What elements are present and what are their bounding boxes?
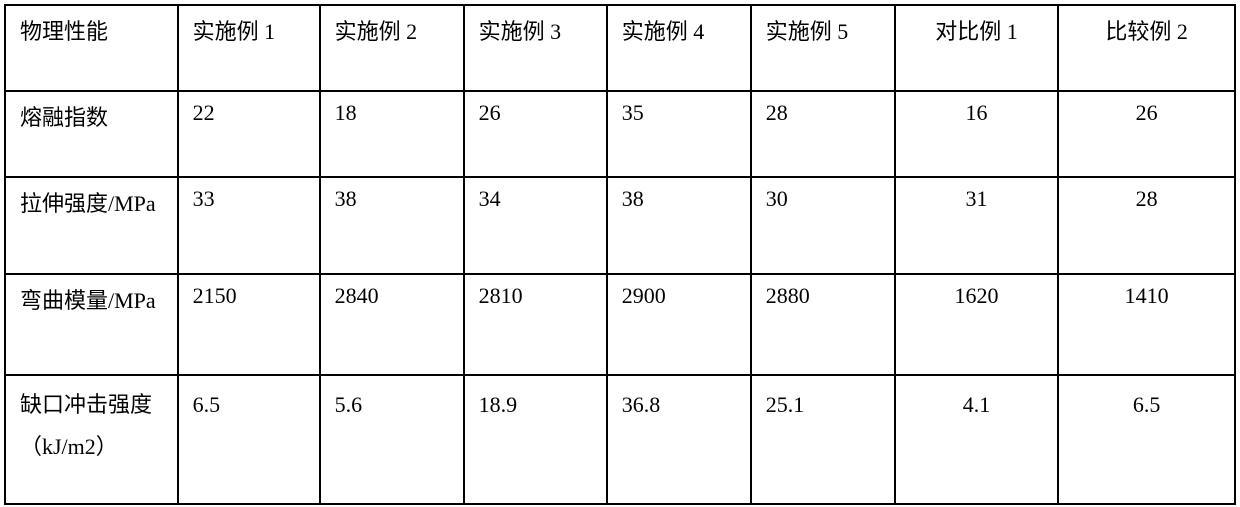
header-cell-ex4: 实施例 4 xyxy=(607,5,751,91)
table-row: 弯曲模量/MPa 2150 2840 2810 2900 2880 1620 1… xyxy=(5,274,1235,375)
cell-value: 35 xyxy=(607,91,751,177)
header-cell-ex1: 实施例 1 xyxy=(178,5,320,91)
header-cell-comp2: 比较例 2 xyxy=(1058,5,1235,91)
cell-property: 缺口冲击强度（kJ/m2） xyxy=(5,375,178,504)
cell-value: 6.5 xyxy=(1058,375,1235,504)
cell-property: 弯曲模量/MPa xyxy=(5,274,178,375)
cell-value: 26 xyxy=(1058,91,1235,177)
table-row: 拉伸强度/MPa 33 38 34 38 30 31 28 xyxy=(5,177,1235,274)
cell-value: 2150 xyxy=(178,274,320,375)
cell-value: 2810 xyxy=(464,274,607,375)
cell-value: 31 xyxy=(895,177,1058,274)
cell-value: 25.1 xyxy=(751,375,895,504)
table-row: 缺口冲击强度（kJ/m2） 6.5 5.6 18.9 36.8 25.1 4.1… xyxy=(5,375,1235,504)
cell-value: 28 xyxy=(751,91,895,177)
cell-value: 2840 xyxy=(320,274,464,375)
cell-value: 33 xyxy=(178,177,320,274)
cell-value: 18.9 xyxy=(464,375,607,504)
header-cell-property: 物理性能 xyxy=(5,5,178,91)
table-header-row: 物理性能 实施例 1 实施例 2 实施例 3 实施例 4 实施例 5 对比例 1… xyxy=(5,5,1235,91)
cell-value: 2880 xyxy=(751,274,895,375)
cell-property: 拉伸强度/MPa xyxy=(5,177,178,274)
cell-value: 4.1 xyxy=(895,375,1058,504)
table-row: 熔融指数 22 18 26 35 28 16 26 xyxy=(5,91,1235,177)
cell-value: 16 xyxy=(895,91,1058,177)
header-cell-ex2: 实施例 2 xyxy=(320,5,464,91)
cell-value: 18 xyxy=(320,91,464,177)
cell-value: 6.5 xyxy=(178,375,320,504)
cell-value: 22 xyxy=(178,91,320,177)
physical-properties-table: 物理性能 实施例 1 实施例 2 实施例 3 实施例 4 实施例 5 对比例 1… xyxy=(4,4,1236,505)
header-cell-ex5: 实施例 5 xyxy=(751,5,895,91)
cell-value: 1620 xyxy=(895,274,1058,375)
cell-value: 26 xyxy=(464,91,607,177)
header-cell-comp1: 对比例 1 xyxy=(895,5,1058,91)
cell-value: 38 xyxy=(607,177,751,274)
cell-value: 28 xyxy=(1058,177,1235,274)
cell-value: 5.6 xyxy=(320,375,464,504)
cell-value: 1410 xyxy=(1058,274,1235,375)
cell-value: 38 xyxy=(320,177,464,274)
cell-value: 2900 xyxy=(607,274,751,375)
header-cell-ex3: 实施例 3 xyxy=(464,5,607,91)
cell-value: 36.8 xyxy=(607,375,751,504)
cell-property: 熔融指数 xyxy=(5,91,178,177)
cell-value: 34 xyxy=(464,177,607,274)
cell-value: 30 xyxy=(751,177,895,274)
